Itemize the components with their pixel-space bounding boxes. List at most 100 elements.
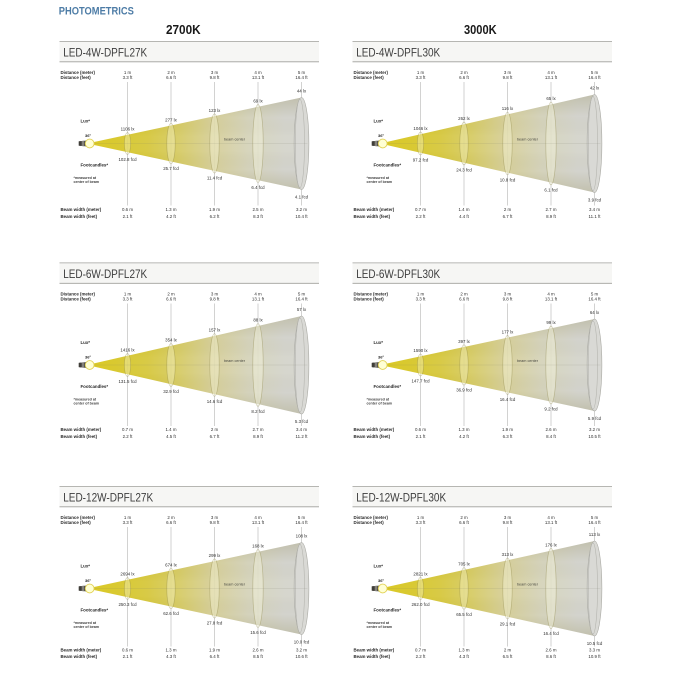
svg-text:69 lx: 69 lx [253, 99, 263, 104]
svg-text:8.2 fcd: 8.2 fcd [251, 409, 265, 414]
svg-text:116 lx: 116 lx [502, 106, 514, 111]
svg-text:LED-4W-DPFL30K: LED-4W-DPFL30K [356, 47, 440, 59]
svg-text:Lux*: Lux* [374, 564, 384, 569]
svg-text:Beam width (feet): Beam width (feet) [61, 654, 98, 659]
svg-text:1 m: 1 m [124, 70, 132, 75]
svg-text:4 m: 4 m [254, 515, 262, 520]
svg-text:center of beam: center of beam [367, 402, 393, 406]
svg-text:beam center: beam center [517, 359, 539, 363]
svg-text:1.3 m: 1.3 m [166, 647, 177, 652]
svg-text:1106 lx: 1106 lx [121, 127, 136, 132]
svg-text:277 lx: 277 lx [165, 117, 178, 122]
svg-text:2.2 ft: 2.2 ft [123, 434, 134, 439]
svg-text:2 m: 2 m [504, 207, 512, 212]
svg-text:11.1 ft: 11.1 ft [589, 214, 602, 219]
svg-text:Lux*: Lux* [81, 340, 91, 345]
svg-text:beam center: beam center [224, 359, 246, 363]
svg-text:2.1 ft: 2.1 ft [416, 434, 427, 439]
svg-text:8.9 ft: 8.9 ft [546, 214, 557, 219]
svg-text:*measured at: *measured at [74, 621, 97, 625]
svg-text:Beam width (meter): Beam width (meter) [61, 427, 102, 432]
svg-text:10.9 ft: 10.9 ft [588, 654, 601, 659]
svg-text:6.3 ft: 6.3 ft [503, 434, 514, 439]
svg-text:3.2 m: 3.2 m [296, 207, 307, 212]
svg-text:705 lx: 705 lx [458, 562, 471, 567]
svg-text:4.1 fcd: 4.1 fcd [295, 195, 309, 200]
svg-text:3.3 ft: 3.3 ft [416, 296, 427, 301]
svg-text:13.1 ft: 13.1 ft [545, 520, 558, 525]
svg-text:6.4 fcd: 6.4 fcd [251, 185, 265, 190]
svg-text:10.0 fcd: 10.0 fcd [294, 640, 310, 645]
svg-text:2 m: 2 m [460, 70, 468, 75]
svg-text:10.5 ft: 10.5 ft [588, 434, 601, 439]
svg-text:1.9 m: 1.9 m [502, 427, 513, 432]
svg-text:168 lx: 168 lx [252, 544, 265, 549]
svg-text:102.8 fcd: 102.8 fcd [118, 157, 137, 162]
svg-text:5.9 fcd: 5.9 fcd [588, 416, 602, 421]
svg-text:3.3 ft: 3.3 ft [123, 520, 134, 525]
svg-text:4.3 ft: 4.3 ft [459, 654, 470, 659]
svg-text:10.6 ft: 10.6 ft [295, 654, 308, 659]
svg-text:3.2 m: 3.2 m [589, 427, 600, 432]
svg-text:center of beam: center of beam [367, 625, 393, 629]
svg-text:65 lx: 65 lx [546, 96, 556, 101]
svg-text:3.3 ft: 3.3 ft [416, 520, 427, 525]
svg-text:65.5 fcd: 65.5 fcd [456, 612, 472, 617]
svg-text:Lux*: Lux* [374, 119, 384, 124]
svg-text:1590 lx: 1590 lx [413, 348, 428, 353]
svg-text:36°: 36° [85, 355, 91, 360]
svg-text:*measured at: *measured at [367, 397, 390, 401]
svg-text:4.5 ft: 4.5 ft [166, 434, 177, 439]
svg-text:176 lx: 176 lx [545, 542, 558, 547]
svg-text:6.7 ft: 6.7 ft [210, 434, 221, 439]
svg-text:8.3 ft: 8.3 ft [253, 214, 264, 219]
svg-text:beam center: beam center [224, 138, 246, 142]
svg-text:3 m: 3 m [504, 70, 512, 75]
svg-text:5 m: 5 m [591, 292, 599, 297]
svg-text:4.3 ft: 4.3 ft [166, 654, 177, 659]
svg-text:4 m: 4 m [547, 515, 555, 520]
svg-text:88 lx: 88 lx [253, 318, 263, 323]
svg-text:123 lx: 123 lx [209, 108, 222, 113]
svg-text:15.6 fcd: 15.6 fcd [250, 630, 266, 635]
svg-text:1.9 m: 1.9 m [209, 647, 220, 652]
svg-text:5.3 fcd: 5.3 fcd [295, 419, 309, 424]
svg-text:4 m: 4 m [547, 292, 555, 297]
svg-text:1.3 m: 1.3 m [459, 427, 470, 432]
svg-text:1 m: 1 m [124, 515, 132, 520]
svg-text:9.2 fcd: 9.2 fcd [544, 406, 558, 411]
svg-text:LED-12W-DPFL30K: LED-12W-DPFL30K [356, 492, 446, 504]
svg-text:Footcandles*: Footcandles* [374, 162, 402, 167]
svg-text:16.4 fcd: 16.4 fcd [543, 631, 559, 636]
svg-text:4 m: 4 m [254, 292, 262, 297]
svg-text:57 lx: 57 lx [297, 307, 307, 312]
svg-text:108 lx: 108 lx [296, 534, 309, 539]
svg-text:354 lx: 354 lx [165, 338, 178, 343]
svg-text:9.8 ft: 9.8 ft [503, 75, 514, 80]
svg-text:2.1 ft: 2.1 ft [123, 214, 134, 219]
svg-text:6.6 ft: 6.6 ft [166, 75, 177, 80]
svg-text:Lux*: Lux* [81, 119, 91, 124]
svg-text:1 m: 1 m [417, 515, 425, 520]
svg-text:16.4 ft: 16.4 ft [295, 520, 308, 525]
svg-text:2.2 ft: 2.2 ft [416, 654, 427, 659]
svg-text:62.6 fcd: 62.6 fcd [163, 611, 179, 616]
svg-text:6.6 ft: 6.6 ft [459, 296, 470, 301]
svg-text:5 m: 5 m [298, 292, 306, 297]
svg-text:center of beam: center of beam [74, 402, 100, 406]
svg-text:13.1 ft: 13.1 ft [545, 296, 558, 301]
svg-text:2.2 ft: 2.2 ft [416, 214, 427, 219]
svg-text:6.6 ft: 6.6 ft [459, 520, 470, 525]
svg-text:Footcandles*: Footcandles* [374, 607, 402, 612]
svg-text:131.5 fcd: 131.5 fcd [118, 379, 137, 384]
svg-text:8.9 ft: 8.9 ft [253, 434, 264, 439]
svg-text:1.3 m: 1.3 m [166, 207, 177, 212]
svg-text:8.4 ft: 8.4 ft [546, 434, 557, 439]
svg-text:2.6 m: 2.6 m [546, 647, 557, 652]
svg-text:Footcandles*: Footcandles* [81, 162, 109, 167]
svg-text:13.1 ft: 13.1 ft [252, 296, 265, 301]
svg-text:Beam width (feet): Beam width (feet) [61, 434, 98, 439]
svg-text:center of beam: center of beam [367, 180, 393, 184]
svg-text:Distance (meter): Distance (meter) [354, 70, 389, 75]
svg-text:1 m: 1 m [417, 292, 425, 297]
